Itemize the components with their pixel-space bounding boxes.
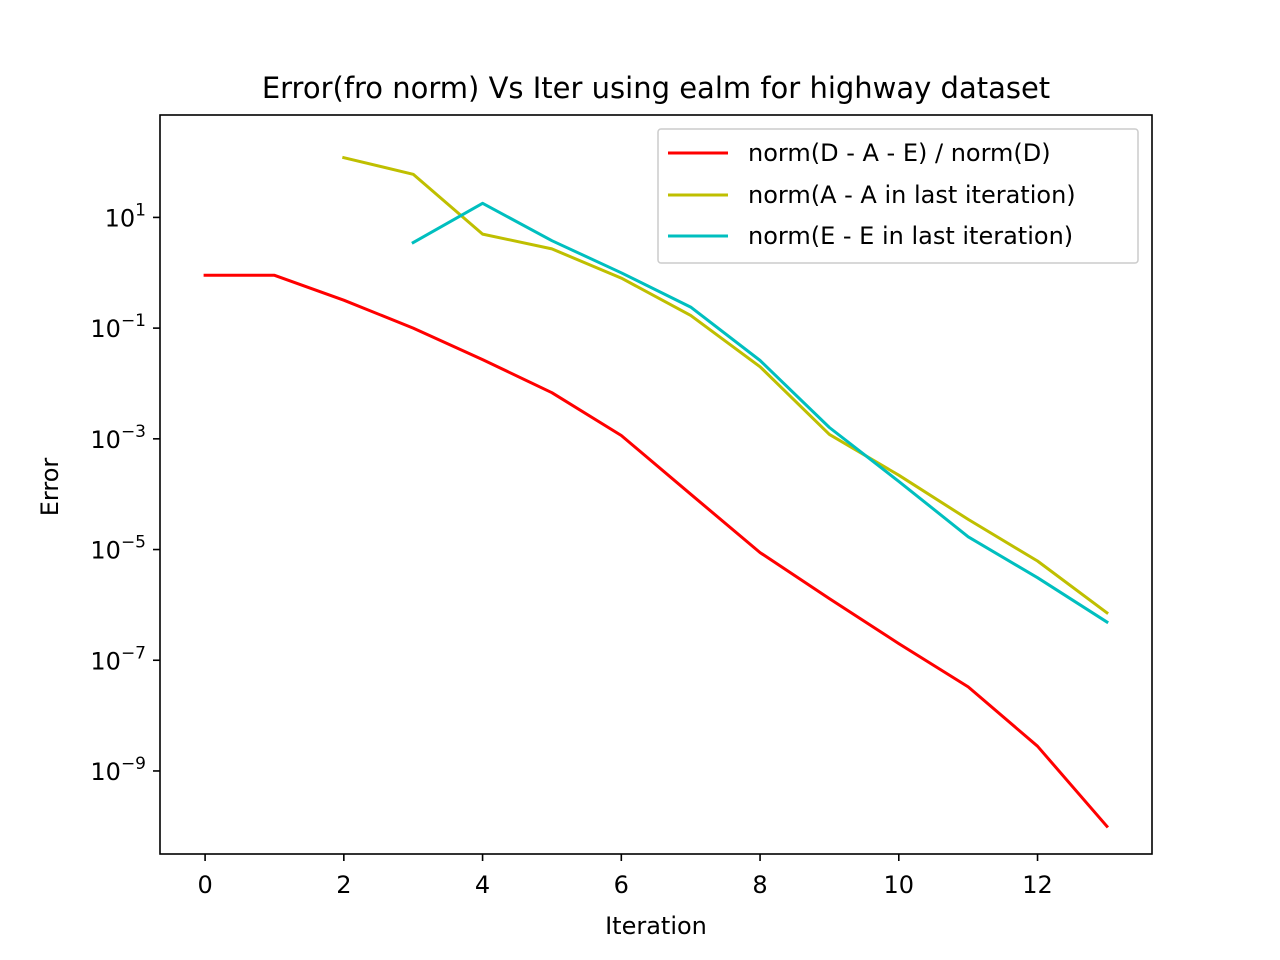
y-tick-label: 101 (105, 200, 146, 232)
x-tick-label: 2 (336, 871, 351, 899)
y-tick-label: 10−3 (90, 422, 146, 454)
legend-label-e-change: norm(E - E in last iteration) (748, 222, 1073, 250)
series-line-1 (341, 155, 1109, 615)
plot-frame (159, 114, 1153, 855)
plot-lines (203, 155, 1110, 829)
x-tick-label: 4 (475, 871, 490, 899)
y-tick-label: 10−1 (90, 311, 146, 343)
y-tick-label: 10−5 (90, 533, 146, 565)
y-tick-label: 10−7 (90, 643, 146, 675)
x-tick-label: 0 (197, 871, 212, 899)
series-line-2 (411, 201, 1109, 625)
series-line-0 (203, 273, 1110, 829)
legend-label-residual: norm(D - A - E) / norm(D) (748, 139, 1051, 167)
x-tick-label: 10 (884, 871, 915, 899)
legend-label-a-change: norm(A - A in last iteration) (748, 181, 1076, 209)
legend-box (657, 128, 1139, 264)
x-tick-label: 6 (614, 871, 629, 899)
chart-title: Error(fro norm) Vs Iter using ealm for h… (262, 71, 1050, 105)
x-tick-label: 12 (1022, 871, 1053, 899)
y-axis-ticks: 101 10−1 10−3 10−5 10−7 10−9 (90, 200, 160, 786)
legend: norm(D - A - E) / norm(D) norm(A - A in … (657, 128, 1139, 264)
y-axis-label: Error (36, 458, 64, 517)
y-tick-label: 10−9 (90, 754, 146, 786)
x-axis-ticks: 0 2 4 6 8 10 12 (197, 854, 1053, 899)
x-tick-label: 8 (752, 871, 767, 899)
x-axis-label: Iteration (605, 912, 707, 940)
